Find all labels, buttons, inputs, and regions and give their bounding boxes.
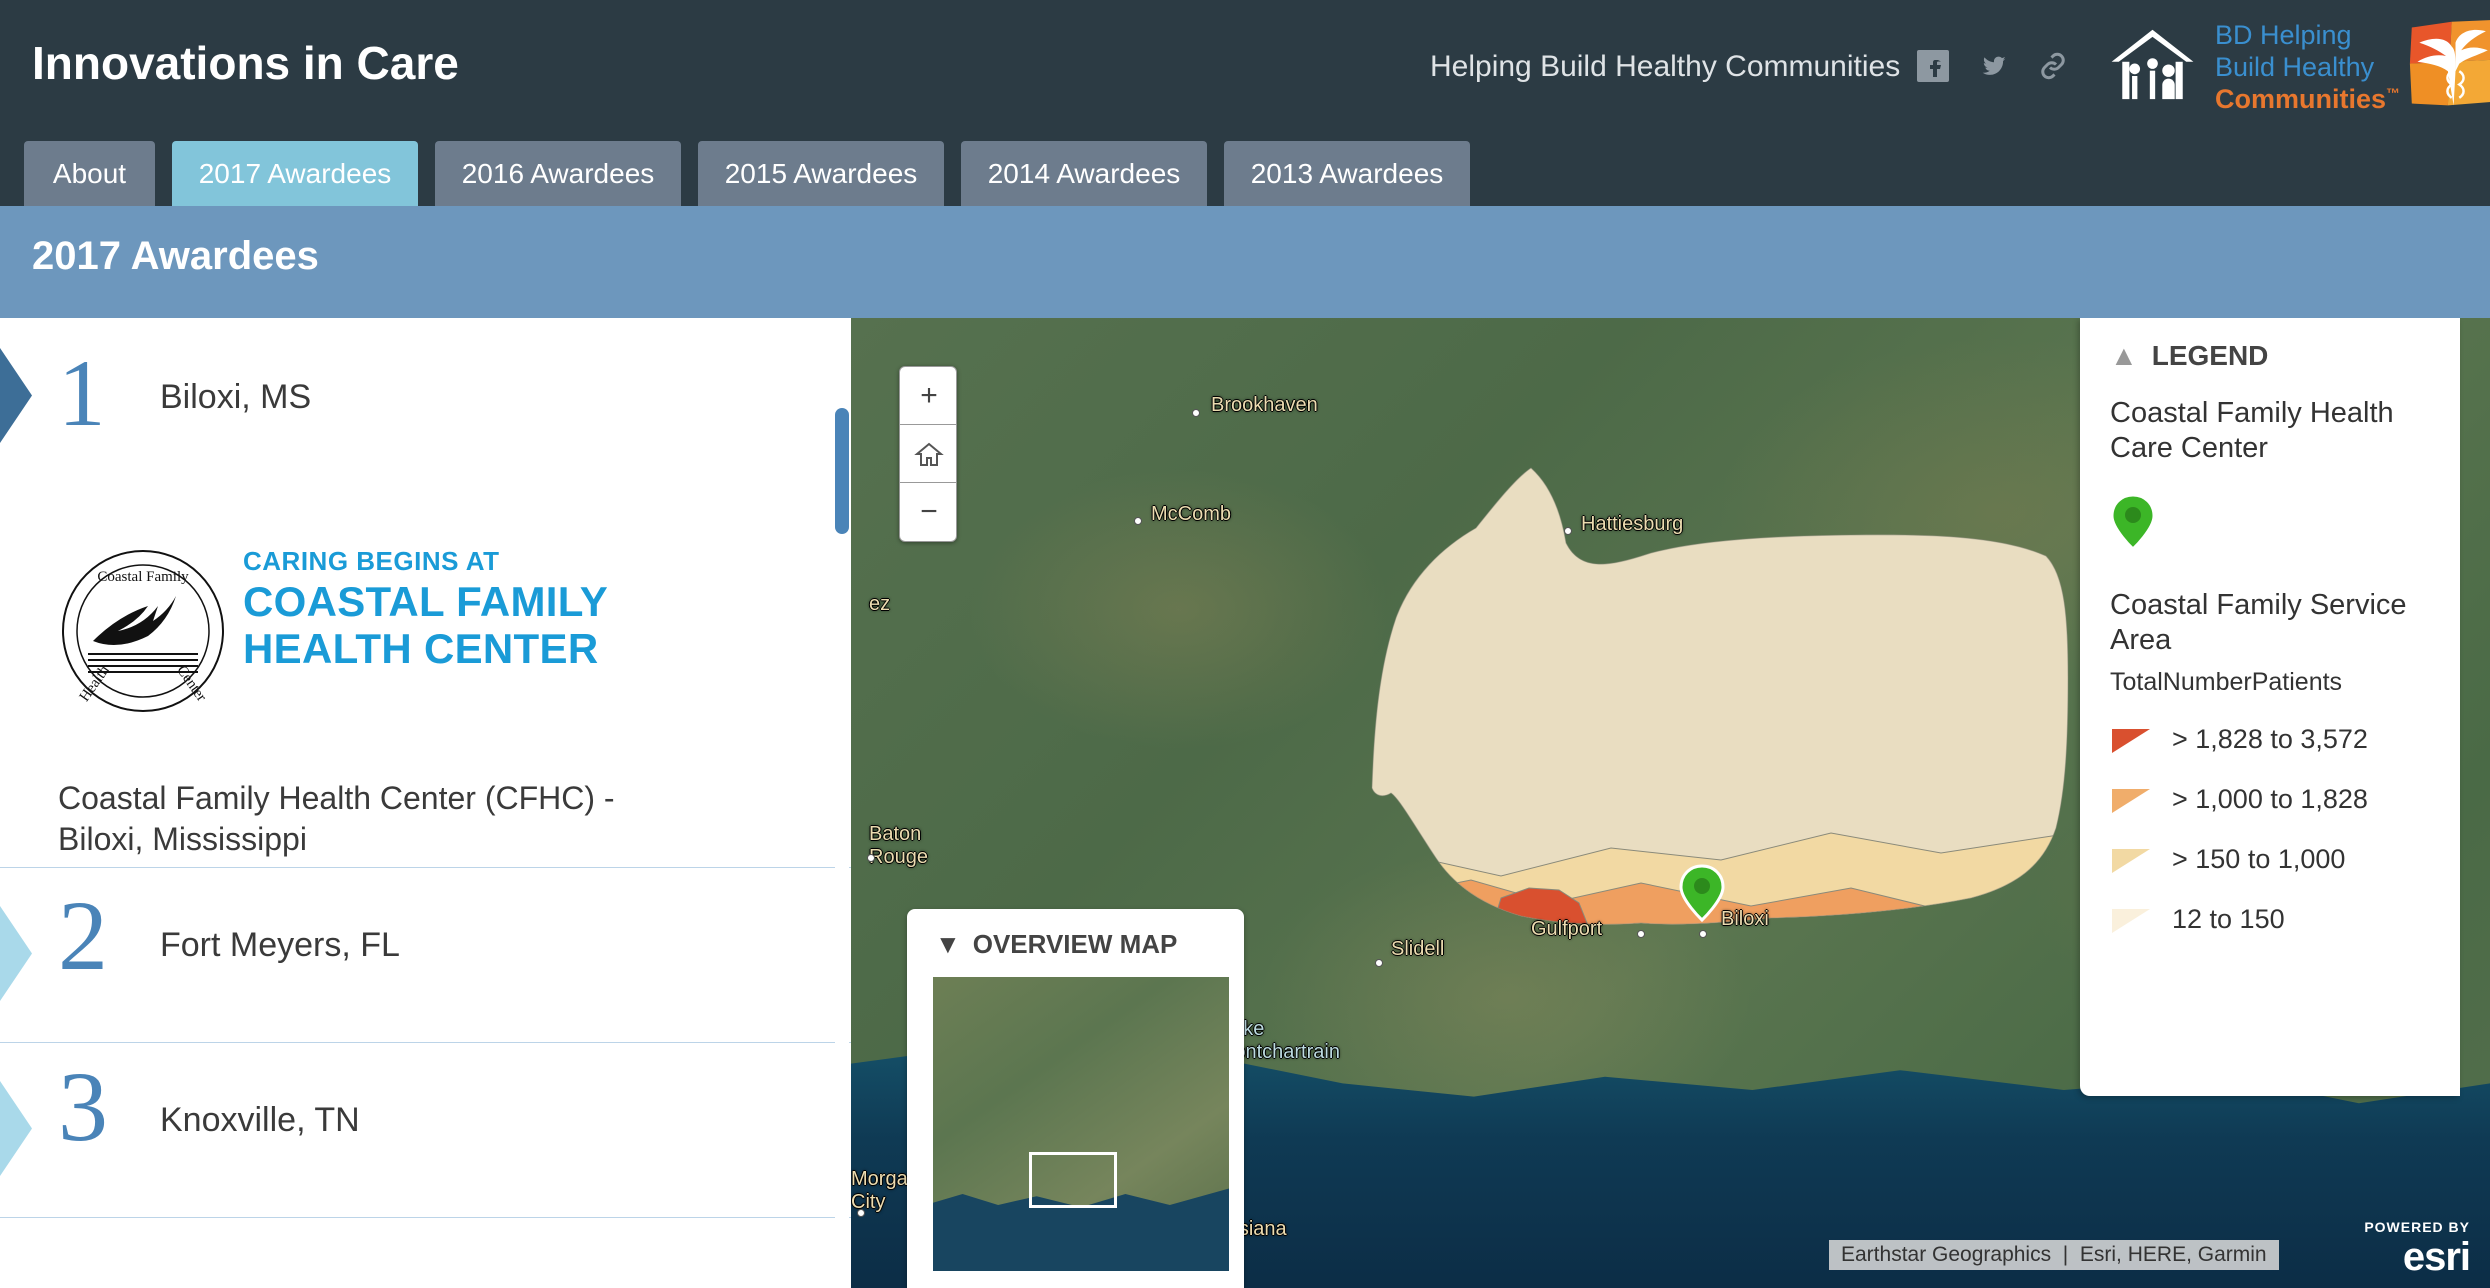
svg-text:Coastal Family: Coastal Family [97, 569, 189, 585]
